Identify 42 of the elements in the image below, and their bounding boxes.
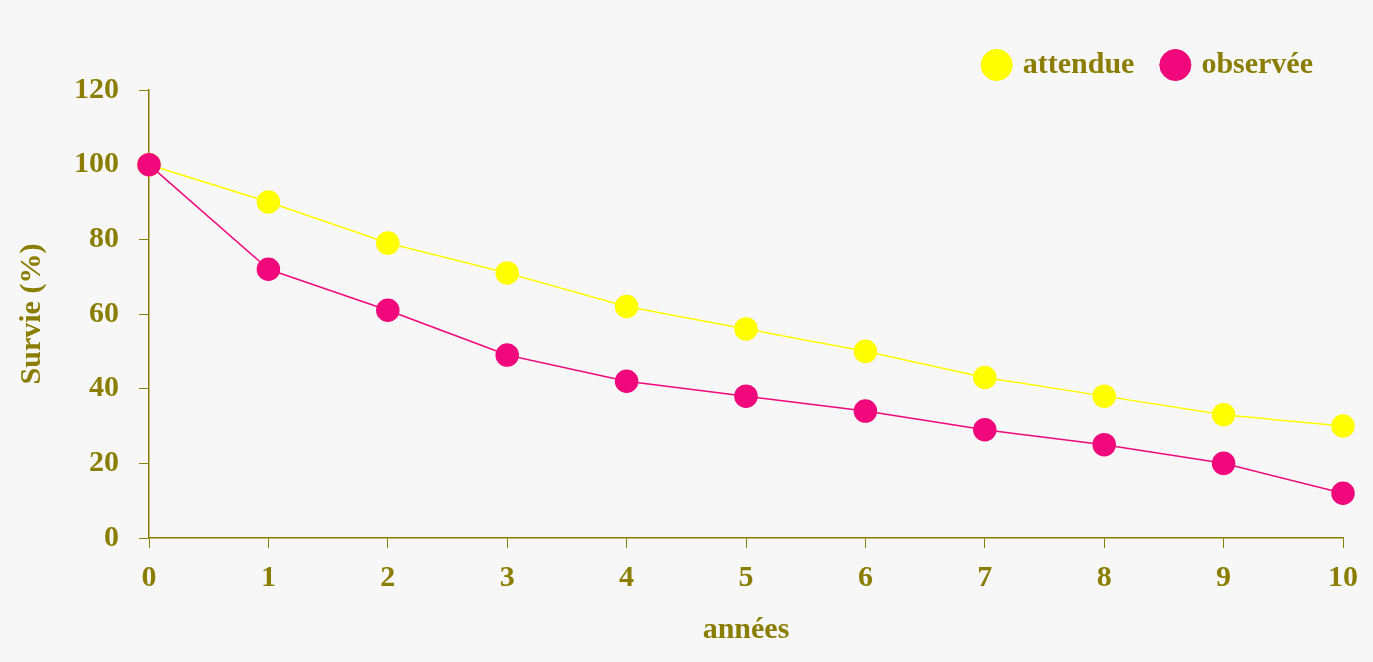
x-tick-label: 3 <box>499 558 515 592</box>
point <box>853 399 878 423</box>
point <box>495 343 519 367</box>
x-tick-label: 10 <box>1328 558 1358 592</box>
point <box>614 369 639 393</box>
point <box>614 294 639 319</box>
x-tick-label: 9 <box>1216 558 1232 592</box>
point <box>256 190 281 214</box>
point <box>1211 451 1236 476</box>
point <box>256 257 281 281</box>
x-axis-title: années <box>702 610 790 644</box>
point <box>853 339 878 364</box>
point <box>1211 403 1236 427</box>
y-tick-label: 60 <box>89 294 119 328</box>
legend-label: observée <box>1201 45 1313 79</box>
y-axis-title: Survie (%) <box>12 243 47 385</box>
point <box>376 298 400 323</box>
x-tick-label: 8 <box>1096 558 1112 592</box>
y-tick-label: 80 <box>89 220 119 254</box>
x-tick-label: 0 <box>141 558 157 592</box>
y-tick-label: 20 <box>89 444 119 478</box>
y-tick-label: 100 <box>74 145 119 179</box>
point <box>973 365 997 390</box>
x-tick-label: 2 <box>380 558 396 592</box>
x-tick-label: 6 <box>857 558 873 592</box>
x-tick-label: 7 <box>977 558 993 592</box>
y-tick-label: 40 <box>89 369 119 403</box>
y-tick-label: 120 <box>74 70 119 104</box>
point <box>734 384 758 408</box>
point <box>1092 384 1116 408</box>
point <box>734 317 758 341</box>
point <box>1331 481 1355 505</box>
y-tick-label: 0 <box>104 518 119 552</box>
point <box>495 261 519 285</box>
point <box>973 417 997 442</box>
x-tick-label: 4 <box>619 558 635 592</box>
x-tick-label: 5 <box>738 558 754 592</box>
point <box>376 231 400 255</box>
x-tick-label: 1 <box>260 558 276 592</box>
point <box>1092 432 1116 457</box>
legend-label: attendue <box>1022 45 1135 79</box>
point <box>1331 414 1355 438</box>
